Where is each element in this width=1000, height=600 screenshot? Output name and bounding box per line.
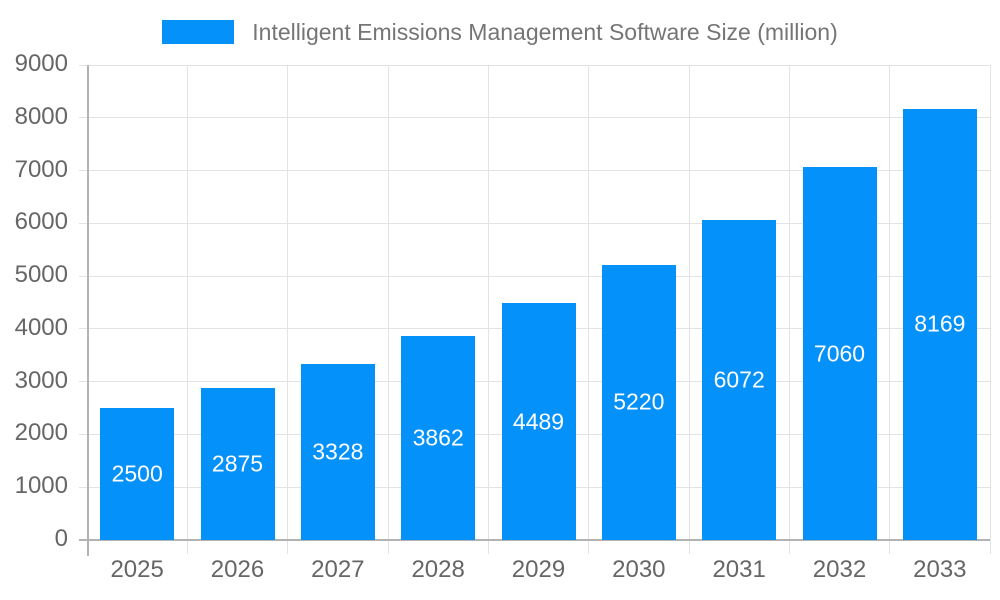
x-tick-label: 2027 [311, 556, 365, 583]
y-tick-label: 3000 [14, 366, 68, 394]
gridline-vertical [889, 65, 891, 554]
bar: 2875 [200, 388, 275, 540]
bar: 2500 [100, 408, 175, 540]
y-tick-label: 7000 [14, 155, 68, 183]
gridline-horizontal [79, 275, 990, 277]
gridline-vertical [688, 65, 690, 554]
x-tick-label: 2029 [511, 556, 566, 583]
bar: 4489 [501, 303, 576, 540]
bar: 6072 [702, 219, 777, 540]
x-tick-label: 2033 [913, 556, 967, 583]
y-tick-label: 6000 [14, 208, 68, 236]
bar-value-label: 3328 [312, 438, 364, 465]
y-tick-label: 4000 [14, 313, 68, 341]
y-tick-label: 9000 [14, 50, 68, 78]
bar: 5220 [601, 264, 676, 540]
x-tick-label: 2031 [712, 556, 766, 583]
x-tick-label: 2026 [210, 556, 265, 583]
legend-swatch [162, 20, 235, 44]
y-tick-label: 1000 [14, 472, 68, 500]
bar-value-label: 5220 [613, 388, 665, 415]
legend-label: Intelligent Emissions Management Softwar… [252, 18, 838, 45]
y-axis-line [87, 65, 89, 556]
y-tick-label: 8000 [14, 102, 68, 130]
y-tick-label: 2000 [14, 419, 68, 447]
bar: 3328 [300, 364, 375, 540]
gridline-vertical [989, 65, 991, 554]
legend: Intelligent Emissions Management Softwar… [0, 18, 1000, 46]
bar: 7060 [802, 167, 877, 540]
x-tick-label: 2032 [812, 556, 867, 583]
y-tick-label: 5000 [14, 261, 68, 289]
bar-value-label: 2500 [111, 460, 163, 487]
gridline-horizontal [79, 222, 990, 224]
bar: 3862 [401, 336, 476, 540]
bar: 8169 [902, 108, 977, 540]
bar-value-label: 2875 [211, 450, 264, 477]
gridline-vertical [287, 65, 289, 554]
y-axis-labels: 0 1000 2000 3000 4000 5000 6000 7000 8000 9000 [0, 52, 68, 551]
bar-value-label: 4489 [512, 408, 565, 435]
bar-value-label: 6072 [713, 366, 765, 393]
x-tick-label: 2028 [411, 556, 465, 583]
gridline-horizontal [79, 170, 990, 172]
bar-value-label: 8169 [914, 310, 966, 337]
gridline-vertical [487, 65, 489, 554]
x-axis-labels: 2025 2026 2027 2028 2029 2030 2031 2032 2033 [87, 540, 990, 595]
plot-area: 2500 2875 3328 3862 4489 5220 6072 7060 8169 [79, 64, 991, 556]
gridline-vertical [588, 65, 590, 554]
gridline-vertical [186, 65, 188, 554]
gridline-vertical [788, 65, 790, 554]
x-tick-label: 2030 [612, 556, 666, 583]
gridline-vertical [387, 65, 389, 554]
x-tick-label: 2025 [110, 556, 164, 583]
y-tick-label: 0 [54, 525, 68, 553]
bar-value-label: 7060 [813, 340, 866, 367]
x-axis-baseline [79, 539, 990, 541]
gridline-horizontal [79, 117, 990, 119]
gridline-horizontal [79, 64, 990, 66]
bar-value-label: 3862 [412, 424, 464, 451]
